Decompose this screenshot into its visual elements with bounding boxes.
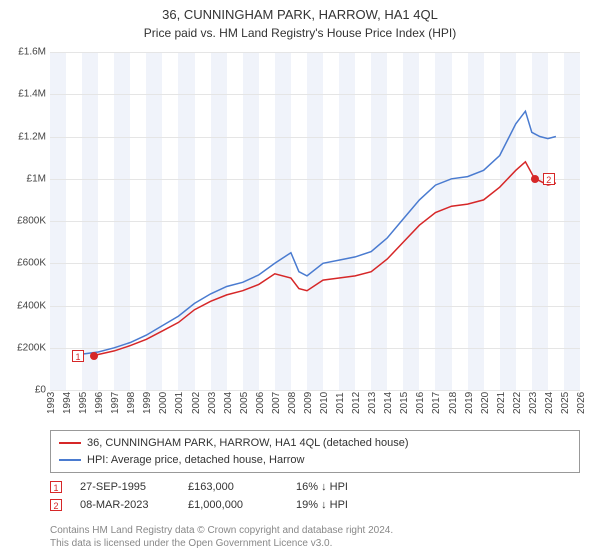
- x-axis-label: 1997: [110, 392, 121, 414]
- x-axis-label: 2024: [544, 392, 555, 414]
- x-axis-label: 2013: [367, 392, 378, 414]
- sale-price: £163,000: [188, 481, 278, 493]
- x-axis-label: 2002: [191, 392, 202, 414]
- sale-date: 08-MAR-2023: [80, 499, 170, 511]
- legend-swatch: [59, 442, 81, 444]
- x-axis-label: 2022: [512, 392, 523, 414]
- sale-dot: [531, 175, 539, 183]
- sale-dot: [90, 352, 98, 360]
- y-axis-label: £800K: [17, 216, 50, 227]
- y-axis-label: £1.2M: [18, 131, 50, 142]
- chart-area: £0£200K£400K£600K£800K£1M£1.2M£1.4M£1.6M…: [50, 52, 580, 390]
- x-axis-label: 2008: [287, 392, 298, 414]
- footer-line-2: This data is licensed under the Open Gov…: [50, 537, 580, 550]
- y-axis-label: £1M: [27, 173, 50, 184]
- x-axis-label: 2025: [560, 392, 571, 414]
- chart-container: 36, CUNNINGHAM PARK, HARROW, HA1 4QL Pri…: [0, 0, 600, 560]
- x-axis-label: 2019: [464, 392, 475, 414]
- sale-diff: 19% ↓ HPI: [296, 499, 386, 511]
- x-axis-label: 2007: [271, 392, 282, 414]
- x-axis-label: 2020: [480, 392, 491, 414]
- x-axis-label: 1996: [94, 392, 105, 414]
- x-axis-label: 2012: [351, 392, 362, 414]
- x-axis-label: 2023: [528, 392, 539, 414]
- x-axis-label: 2015: [399, 392, 410, 414]
- sale-marker-1: 1: [72, 350, 84, 362]
- x-axis-label: 2010: [319, 392, 330, 414]
- x-axis-label: 2000: [158, 392, 169, 414]
- series-line: [82, 111, 556, 354]
- x-axis-label: 2017: [431, 392, 442, 414]
- y-axis-label: £1.4M: [18, 89, 50, 100]
- x-axis-label: 2021: [496, 392, 507, 414]
- x-axis-label: 2016: [415, 392, 426, 414]
- chart-subtitle: Price paid vs. HM Land Registry's House …: [0, 24, 600, 40]
- x-axis-label: 2018: [448, 392, 459, 414]
- sale-price: £1,000,000: [188, 499, 278, 511]
- sale-date: 27-SEP-1995: [80, 481, 170, 493]
- sale-row: 1 27-SEP-1995 £163,000 16% ↓ HPI: [50, 478, 580, 496]
- legend-label: 36, CUNNINGHAM PARK, HARROW, HA1 4QL (de…: [87, 435, 409, 452]
- x-axis-label: 2006: [255, 392, 266, 414]
- gridline: [50, 390, 580, 391]
- x-axis-label: 2001: [174, 392, 185, 414]
- line-series-svg: [50, 52, 580, 390]
- x-axis-label: 1994: [62, 392, 73, 414]
- x-axis-label: 2009: [303, 392, 314, 414]
- sale-row: 2 08-MAR-2023 £1,000,000 19% ↓ HPI: [50, 496, 580, 514]
- x-axis-label: 1995: [78, 392, 89, 414]
- sale-row-marker: 1: [50, 481, 62, 493]
- y-axis-label: £400K: [17, 300, 50, 311]
- y-axis-label: £1.6M: [18, 47, 50, 58]
- footer-attribution: Contains HM Land Registry data © Crown c…: [50, 524, 580, 550]
- x-axis-label: 1998: [126, 392, 137, 414]
- legend-swatch: [59, 459, 81, 461]
- sale-marker-2: 2: [543, 173, 555, 185]
- x-axis-label: 2026: [576, 392, 587, 414]
- legend-row: 36, CUNNINGHAM PARK, HARROW, HA1 4QL (de…: [59, 435, 571, 452]
- legend-row: HPI: Average price, detached house, Harr…: [59, 452, 571, 469]
- x-axis-label: 2005: [239, 392, 250, 414]
- footer-line-1: Contains HM Land Registry data © Crown c…: [50, 524, 580, 537]
- x-axis-label: 1999: [142, 392, 153, 414]
- chart-title: 36, CUNNINGHAM PARK, HARROW, HA1 4QL: [0, 0, 600, 24]
- x-axis-label: 2014: [383, 392, 394, 414]
- x-axis-label: 2003: [207, 392, 218, 414]
- sale-diff: 16% ↓ HPI: [296, 481, 386, 493]
- y-axis-label: £600K: [17, 258, 50, 269]
- series-line: [94, 162, 556, 356]
- sale-rows: 1 27-SEP-1995 £163,000 16% ↓ HPI 2 08-MAR-202…: [50, 478, 580, 514]
- x-axis-label: 1993: [46, 392, 57, 414]
- legend-box: 36, CUNNINGHAM PARK, HARROW, HA1 4QL (de…: [50, 430, 580, 473]
- legend-label: HPI: Average price, detached house, Harr…: [87, 452, 304, 469]
- plot-region: £0£200K£400K£600K£800K£1M£1.2M£1.4M£1.6M…: [50, 52, 580, 391]
- x-axis-label: 2004: [223, 392, 234, 414]
- x-axis-label: 2011: [335, 392, 346, 414]
- y-axis-label: £200K: [17, 342, 50, 353]
- sale-row-marker: 2: [50, 499, 62, 511]
